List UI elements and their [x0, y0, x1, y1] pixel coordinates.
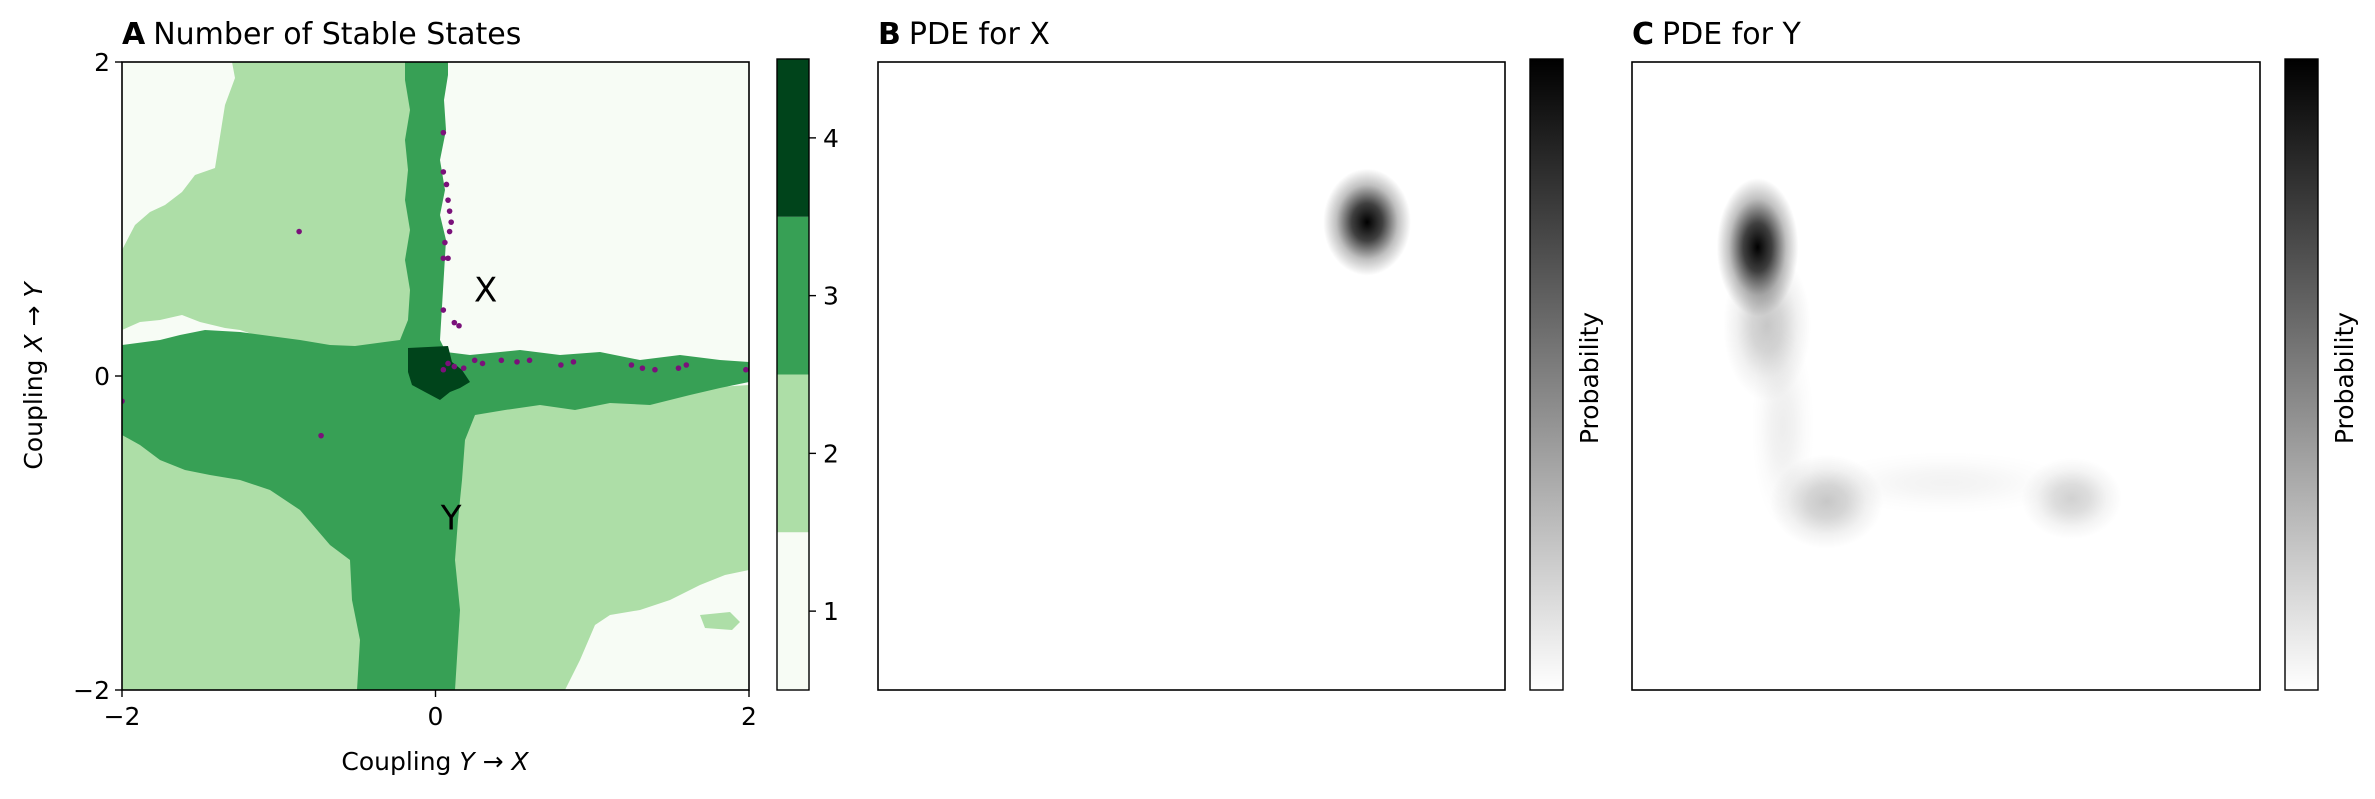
- density-blob: [1751, 325, 1815, 527]
- colorbar-a: 1 2 3 4: [776, 58, 839, 691]
- colorbar-b-label: Probability: [1575, 312, 1604, 444]
- scatter-point: [558, 362, 564, 368]
- colorbar-tick-label: 2: [823, 439, 839, 468]
- scatter-point: [446, 208, 453, 214]
- scatter-point: [448, 219, 454, 225]
- panel-a-letter: A: [122, 17, 146, 52]
- scatter-point: [451, 363, 458, 370]
- axis-ticks-a: −2 0 2 −2 0 2: [73, 48, 757, 731]
- region-level-2-right: [440, 385, 749, 690]
- pde-x-background: [878, 62, 1505, 690]
- scatter-point: [443, 181, 450, 188]
- region-level-4-center: [408, 346, 470, 400]
- panel-b: B PDE for X Probability: [877, 17, 1604, 691]
- colorbar-b: [1529, 58, 1564, 691]
- scatter-point: [471, 357, 478, 364]
- y-axis-label-prefix: Coupling: [19, 352, 48, 470]
- scatter-point: [498, 357, 505, 364]
- scatter-point: [628, 362, 635, 368]
- scatter-point: [683, 362, 690, 368]
- scatter-points: [122, 129, 749, 439]
- scatter-point: [440, 307, 447, 313]
- colorbar-tick-label: 4: [823, 124, 839, 153]
- panel-b-title: B PDE for X: [878, 17, 1050, 52]
- colorbar-a-frame: [776, 58, 810, 691]
- scatter-point: [451, 319, 458, 326]
- x-tick-label: 0: [428, 702, 444, 731]
- region-level-2-patch: [700, 612, 740, 630]
- density-blob: [1820, 451, 2072, 515]
- stability-map: [122, 62, 749, 690]
- scatter-point: [639, 365, 646, 371]
- panel-b-letter: B: [878, 17, 901, 52]
- scatter-point: [526, 357, 533, 364]
- colorbar-c-label: Probability: [2330, 312, 2359, 444]
- scatter-point: [514, 359, 520, 365]
- y-tick-label: 0: [94, 362, 110, 391]
- y-tick-label: 2: [94, 48, 110, 77]
- annotation-y: Y: [440, 498, 462, 538]
- axes-frame-b: [877, 61, 1506, 691]
- y-axis-label: Coupling X → Y: [19, 281, 48, 470]
- scatter-point: [445, 197, 451, 203]
- panel-c-title: C PDE for Y: [1632, 17, 1802, 52]
- axes-frame-c: [1631, 61, 2261, 691]
- panel-a-title: A Number of Stable States: [122, 17, 521, 52]
- scatter-point: [479, 360, 486, 367]
- density-blob: [1323, 168, 1411, 276]
- pde-y-background: [1632, 62, 2260, 690]
- panel-a-title-text: Number of Stable States: [153, 17, 521, 52]
- scatter-point: [652, 366, 658, 373]
- scatter-point: [440, 169, 447, 175]
- scatter-point: [570, 359, 577, 365]
- scatter-point: [440, 129, 447, 136]
- panel-b-title-text: PDE for X: [909, 17, 1050, 52]
- scatter-point: [743, 366, 749, 373]
- x-tick-label: 2: [741, 702, 757, 731]
- panel-c-title-text: PDE for Y: [1662, 17, 1801, 52]
- annotation-x: X: [474, 271, 497, 311]
- y-axis-label-math: X → Y: [19, 281, 48, 354]
- scatter-point: [460, 365, 467, 371]
- scatter-point: [318, 432, 324, 439]
- x-axis-label-prefix: Coupling: [341, 747, 459, 776]
- x-axis-label: Coupling Y → X: [341, 747, 529, 776]
- colorbar-tick-label: 1: [823, 597, 839, 626]
- x-tick-label: −2: [104, 702, 141, 731]
- colorbar-c: [2284, 58, 2319, 691]
- scatter-point: [442, 239, 448, 246]
- pde-x-density: [1323, 168, 1411, 276]
- panel-c: C PDE for Y Probability: [1631, 17, 2359, 691]
- scatter-point: [675, 365, 682, 371]
- panel-a: X Y A Number of Stable States −2 0 2 −2 0 2 Co…: [19, 17, 839, 776]
- scatter-point: [296, 228, 302, 235]
- panel-c-letter: C: [1632, 17, 1654, 52]
- colorbar-tick-label: 3: [823, 282, 839, 311]
- y-tick-label: −2: [73, 676, 110, 705]
- scatter-point: [445, 255, 451, 262]
- colorbar-segment: [777, 59, 809, 217]
- region-level-2-left: [122, 62, 410, 355]
- scatter-point: [440, 366, 447, 373]
- colorbar-segment: [777, 216, 809, 375]
- x-axis-label-math: Y → X: [459, 747, 529, 776]
- scatter-point: [440, 255, 447, 262]
- colorbar-segment: [777, 532, 809, 690]
- scatter-point: [456, 322, 462, 329]
- scatter-point: [445, 360, 451, 367]
- pde-y-density: [1716, 178, 2122, 549]
- scatter-point: [446, 228, 453, 235]
- colorbar-segment: [777, 374, 809, 533]
